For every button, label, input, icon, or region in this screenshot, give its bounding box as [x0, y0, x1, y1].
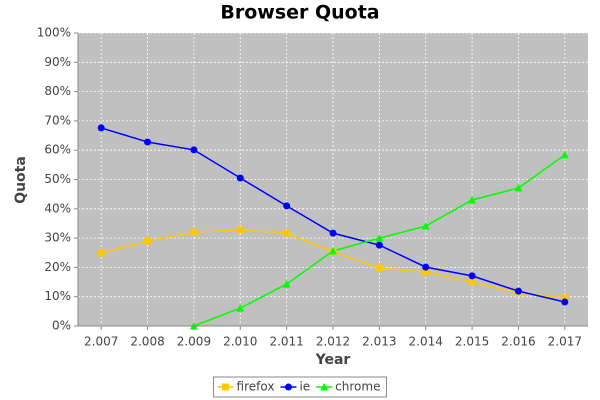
marker	[144, 138, 152, 146]
marker	[422, 268, 430, 276]
legend-box	[213, 376, 387, 398]
marker	[560, 150, 569, 159]
legend-label: ie	[299, 380, 310, 394]
marker	[375, 264, 383, 272]
x-tick-label: 2.014	[409, 335, 443, 349]
x-tick-label: 2.007	[84, 335, 118, 349]
y-tick-label: 90%	[44, 55, 71, 69]
marker	[97, 124, 105, 132]
legend-item: ie	[280, 380, 310, 394]
marker	[97, 249, 105, 257]
marker	[375, 234, 384, 242]
marker	[144, 237, 152, 245]
marker	[329, 246, 337, 255]
x-tick-label: 2.008	[130, 335, 164, 349]
marker	[375, 241, 383, 249]
marker	[514, 183, 523, 192]
legend-item: firefox	[217, 380, 275, 394]
legend: firefox ie chrome	[213, 376, 387, 398]
y-axis-label: Quota	[13, 156, 29, 204]
x-axis-label: Year	[315, 352, 351, 368]
y-tick-label: 100%	[37, 26, 71, 40]
x-tick-label: 2.011	[269, 335, 303, 349]
marker	[468, 196, 477, 204]
marker	[561, 294, 569, 302]
marker	[283, 202, 291, 210]
y-tick-label: 80%	[44, 84, 71, 98]
marker	[468, 272, 476, 280]
marker	[222, 383, 230, 391]
marker	[236, 304, 245, 312]
x-tick-label: 2.013	[362, 335, 396, 349]
x-tick-label: 2.009	[177, 335, 211, 349]
y-tick-label: 50%	[44, 172, 71, 186]
x-tick-label: 2.015	[455, 335, 489, 349]
y-tick-label: 40%	[44, 201, 71, 215]
y-tick-label: 30%	[44, 231, 71, 245]
legend-label: firefox	[237, 380, 275, 394]
y-tick-label: 20%	[44, 260, 71, 274]
chart-title: Browser Quota	[220, 2, 379, 24]
y-tick-label: 0%	[52, 319, 71, 333]
marker	[236, 226, 244, 234]
marker	[329, 229, 337, 237]
marker	[561, 298, 569, 306]
x-tick-label: 2.012	[316, 335, 350, 349]
x-tick-label: 2.016	[501, 335, 535, 349]
y-tick-label: 60%	[44, 143, 71, 157]
y-tick-label: 10%	[44, 289, 71, 303]
marker	[514, 287, 522, 295]
marker	[421, 222, 430, 230]
x-tick-label: 2.017	[548, 335, 582, 349]
marker	[190, 146, 198, 154]
marker	[422, 263, 430, 271]
marker	[320, 383, 329, 391]
marker	[468, 278, 476, 286]
marker	[283, 229, 291, 237]
marker	[236, 174, 244, 182]
marker	[284, 383, 292, 391]
legend-label: chrome	[335, 380, 380, 394]
marker	[282, 280, 291, 288]
legend-item: chrome	[316, 380, 380, 394]
y-tick-label: 70%	[44, 113, 71, 127]
x-tick-label: 2.010	[223, 335, 257, 349]
marker	[190, 228, 198, 236]
